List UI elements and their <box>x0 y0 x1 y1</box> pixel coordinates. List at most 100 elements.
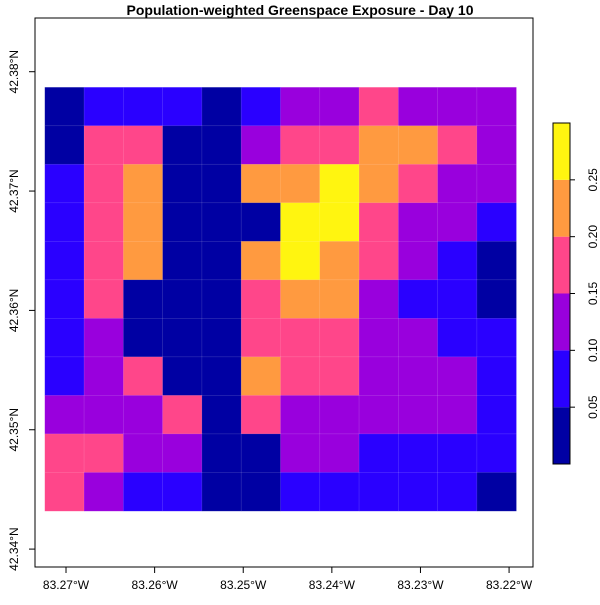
raster-cell <box>240 318 282 358</box>
raster-cell <box>44 472 85 512</box>
raster-cell <box>123 318 164 358</box>
raster-cell <box>123 86 164 127</box>
raster-cell <box>398 472 439 512</box>
raster-cell <box>319 240 360 281</box>
raster-cell <box>83 433 124 473</box>
raster-cell <box>123 472 164 512</box>
raster-cell <box>123 279 164 319</box>
raster-cell <box>123 125 164 165</box>
raster-cell <box>358 472 399 512</box>
raster-cell <box>201 395 242 435</box>
plot-frame <box>34 17 534 568</box>
raster-cell <box>162 395 203 435</box>
y-axis: 42.38°N 42.37°N 42.36°N 42.35°N 42.34°N <box>7 50 35 571</box>
raster-cell <box>319 356 360 396</box>
raster-cell <box>162 279 203 319</box>
raster-cell <box>319 202 360 242</box>
raster-cell <box>44 240 85 281</box>
y-tick-label: 42.38°N <box>7 50 21 94</box>
raster-cell <box>240 240 282 281</box>
raster-cell <box>280 356 321 396</box>
raster-cell <box>398 279 439 319</box>
x-tick-label: 83.22°W <box>486 578 533 592</box>
raster-cell <box>123 163 164 204</box>
raster-cell <box>44 356 85 396</box>
raster-cell <box>398 395 439 435</box>
raster-cell <box>240 433 282 473</box>
raster-cell <box>201 86 242 127</box>
raster-cell <box>280 395 321 435</box>
raster-cell <box>83 86 124 127</box>
x-tick-label: 83.26°W <box>132 578 179 592</box>
raster-cell <box>476 356 517 396</box>
raster-cell <box>201 279 242 319</box>
raster-cells <box>44 86 517 512</box>
raster-cell <box>83 202 124 242</box>
y-tick-label: 42.37°N <box>7 169 21 213</box>
legend-color-bin <box>553 293 570 351</box>
legend-tick-label: 0.25 <box>586 168 600 192</box>
legend-tick-label: 0.10 <box>586 338 600 362</box>
raster-cell <box>358 356 399 396</box>
raster-cell <box>437 202 478 242</box>
raster-cell <box>162 163 203 204</box>
raster-cell <box>44 318 85 358</box>
raster-cell <box>162 356 203 396</box>
raster-cell <box>201 125 242 165</box>
raster-cell <box>162 240 203 281</box>
raster-cell <box>240 472 282 512</box>
raster-cell <box>44 163 85 204</box>
raster-cell <box>319 279 360 319</box>
raster-cell <box>319 163 360 204</box>
x-tick-label: 83.25°W <box>220 578 267 592</box>
legend-tick-label: 0.05 <box>586 395 600 419</box>
legend-tick-label: 0.20 <box>586 225 600 249</box>
raster-cell <box>83 279 124 319</box>
raster-cell <box>398 202 439 242</box>
raster-cell <box>83 125 124 165</box>
raster-cell <box>83 472 124 512</box>
raster-cell <box>83 240 124 281</box>
raster-cell <box>476 86 517 127</box>
raster-cell <box>398 86 439 127</box>
raster-cell <box>83 356 124 396</box>
chart-title: Population-weighted Greenspace Exposure … <box>127 2 474 18</box>
raster-cell <box>280 433 321 473</box>
raster-cell <box>437 125 478 165</box>
raster-cell <box>201 202 242 242</box>
raster-cell <box>358 395 399 435</box>
raster-cell <box>123 433 164 473</box>
raster-cell <box>44 202 85 242</box>
raster-cell <box>162 472 203 512</box>
raster-cell <box>476 472 517 512</box>
raster-cell <box>123 356 164 396</box>
raster-cell <box>240 86 282 127</box>
raster-cell <box>319 318 360 358</box>
raster-cell <box>319 86 360 127</box>
raster-cell <box>437 163 478 204</box>
raster-cell <box>240 202 282 242</box>
raster-cell <box>398 356 439 396</box>
legend-color-bin <box>553 236 570 294</box>
raster-cell <box>162 318 203 358</box>
raster-cell <box>358 163 399 204</box>
raster-cell <box>240 395 282 435</box>
raster-cell <box>280 240 321 281</box>
raster-cell <box>358 279 399 319</box>
raster-cell <box>319 125 360 165</box>
raster-cell <box>44 395 85 435</box>
y-tick-label: 42.36°N <box>7 289 21 333</box>
raster-cell <box>162 86 203 127</box>
raster-cell <box>398 433 439 473</box>
legend-color-bin <box>553 123 570 180</box>
raster-cell <box>437 86 478 127</box>
raster-cell <box>280 125 321 165</box>
raster-cell <box>319 433 360 473</box>
raster-cell <box>358 433 399 473</box>
raster-cell <box>476 279 517 319</box>
raster-cell <box>358 240 399 281</box>
raster-cell <box>437 472 478 512</box>
raster-cell <box>201 433 242 473</box>
legend-tick-label: 0.15 <box>586 281 600 305</box>
